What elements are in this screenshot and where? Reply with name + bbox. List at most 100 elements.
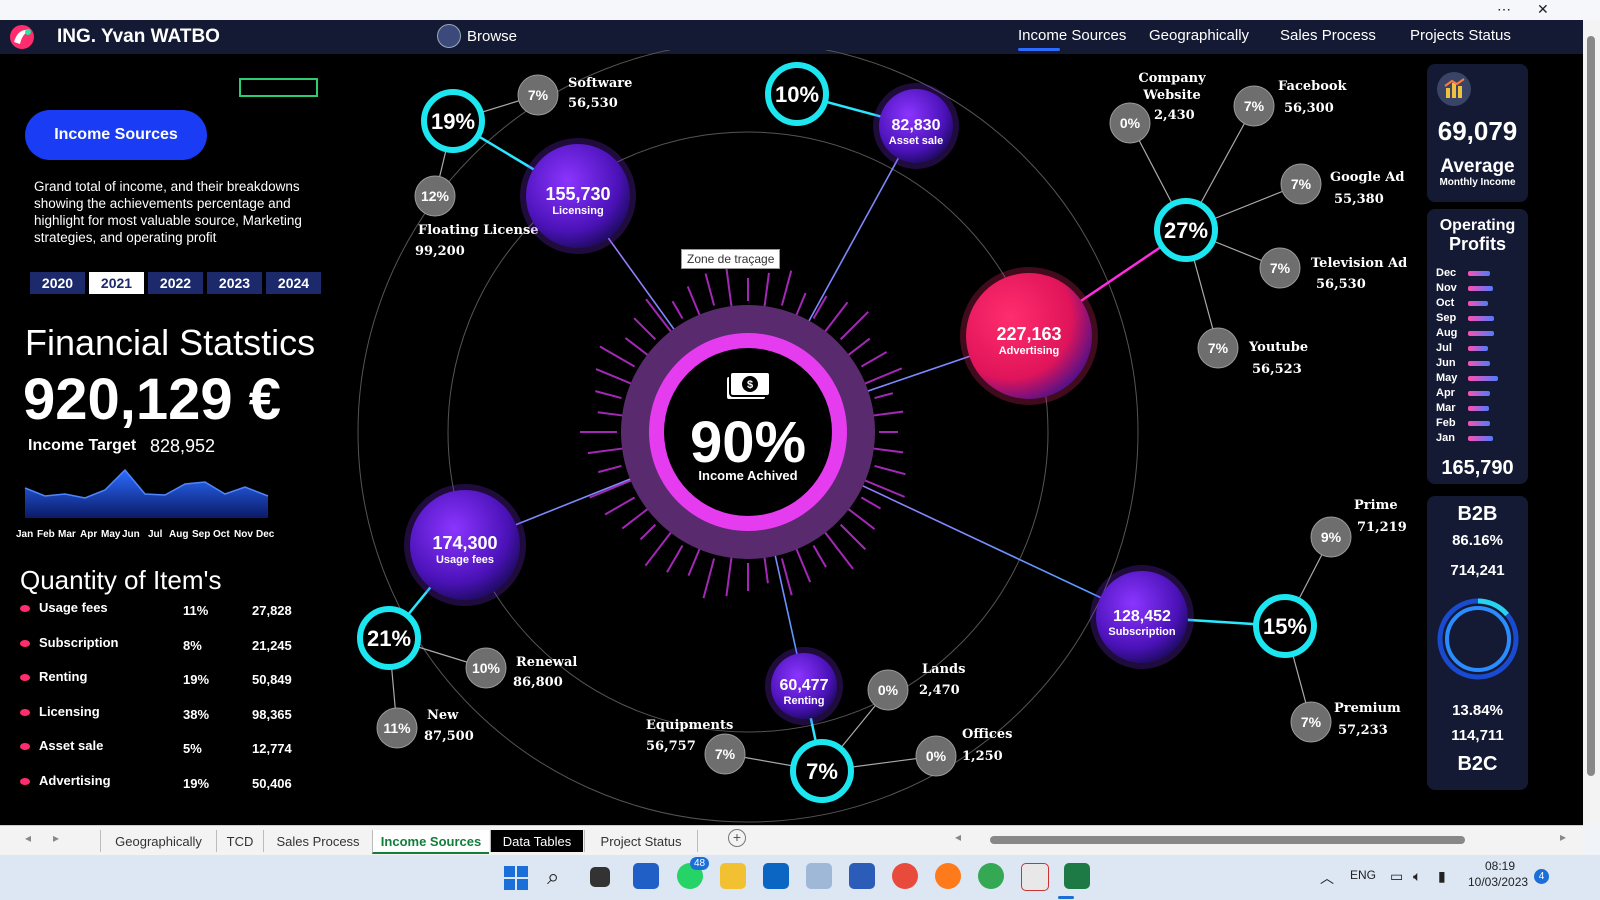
sub-node-value: 56,530 — [568, 96, 618, 111]
income-sources-button[interactable]: Income Sources — [25, 110, 207, 160]
year-2020[interactable]: 2020 — [30, 272, 85, 294]
hub-value: 227,163 — [996, 324, 1061, 344]
widgets-icon[interactable] — [633, 863, 659, 889]
center-tick — [644, 530, 673, 567]
nav-geographically[interactable]: Geographically — [1149, 27, 1250, 44]
hub-node — [526, 144, 630, 248]
sub-node-name: Offices — [962, 727, 1012, 742]
excel-icon[interactable] — [1064, 863, 1090, 889]
tab-tcd[interactable]: TCD — [216, 830, 263, 852]
center-tick — [587, 447, 625, 455]
year-2024[interactable]: 2024 — [266, 272, 321, 294]
tab-data-tables[interactable]: Data Tables — [490, 830, 583, 852]
sub-node-name: Website — [1142, 88, 1200, 103]
firefox-icon[interactable] — [935, 863, 961, 889]
tab-income-sources[interactable]: Income Sources — [372, 830, 489, 854]
browse-button[interactable]: Browse — [437, 24, 517, 48]
op-month-label: Sep — [1436, 312, 1457, 324]
year-2022[interactable]: 2022 — [148, 272, 203, 294]
hub-value: 60,477 — [780, 677, 829, 694]
sub-node-pct: 10% — [472, 660, 501, 676]
language-indicator[interactable]: ENG — [1350, 868, 1377, 882]
sparkline-months: Jan Feb Mar Apr May Jun Jul Aug Sep Oct Nov Dec — [16, 529, 286, 543]
notification-badge[interactable]: 4 — [1534, 869, 1549, 884]
sparkline-month: May — [101, 529, 121, 540]
center-tick — [871, 447, 904, 454]
sub-node-value: 56,530 — [1316, 277, 1366, 292]
quantity-title: Quantity of Item's — [20, 565, 222, 595]
nav-projects-status[interactable]: Projects Status — [1410, 27, 1511, 44]
horizontal-scroll-thumb[interactable] — [990, 836, 1465, 844]
quantity-item-pct: 19% — [183, 775, 210, 791]
tab-prev-icon[interactable]: ◂ — [25, 831, 32, 845]
sub-node-pct: 9% — [1321, 529, 1342, 545]
income-target-value: 828,952 — [150, 436, 216, 456]
chrome-icon[interactable] — [892, 863, 918, 889]
add-sheet-icon[interactable]: + — [728, 829, 746, 847]
network-icon[interactable]: ▭ — [1390, 868, 1404, 884]
clock-date[interactable]: 10/03/2023 — [1468, 875, 1529, 889]
hscroll-left-icon[interactable]: ◂ — [955, 830, 962, 844]
linkedin-icon[interactable] — [763, 863, 789, 889]
sparkline-month: Jun — [122, 529, 140, 540]
center-tick — [846, 507, 876, 530]
monthly-sparkline — [24, 468, 269, 518]
tab-geographically[interactable]: Geographically — [100, 830, 216, 852]
inner-orbit — [447, 131, 1049, 733]
center-tick — [780, 270, 793, 306]
task-view-icon[interactable] — [590, 867, 610, 887]
word-icon[interactable] — [849, 863, 875, 889]
op-month-label: Apr — [1436, 387, 1455, 399]
sub-node-name: Floating License — [418, 223, 539, 238]
percent-ring — [357, 606, 421, 670]
photos-icon[interactable] — [806, 863, 832, 889]
clock-time[interactable]: 08:19 — [1485, 859, 1516, 873]
sub-node — [704, 733, 746, 775]
quantity-item-name: Asset sale — [39, 738, 104, 753]
close-icon[interactable]: ✕ — [1537, 1, 1549, 17]
hub-value: 82,830 — [892, 117, 941, 134]
nav-sales-process[interactable]: Sales Process — [1280, 27, 1376, 44]
center-tick — [624, 337, 650, 357]
year-2023[interactable]: 2023 — [207, 272, 262, 294]
file-explorer-icon[interactable] — [720, 863, 746, 889]
chrome-profile-icon[interactable] — [978, 863, 1004, 889]
quantity-item-value: 12,774 — [252, 741, 292, 756]
percent-ring-value: 15% — [1263, 614, 1307, 639]
hub-value: 128,452 — [1113, 608, 1171, 625]
year-2021[interactable]: 2021 — [89, 272, 144, 294]
op-month-bar — [1468, 331, 1494, 336]
more-options-icon[interactable]: ⋯ — [1497, 1, 1511, 17]
volume-icon[interactable]: 🔈︎ — [1413, 868, 1422, 884]
selected-cell[interactable] — [239, 78, 318, 97]
center-tick — [633, 317, 657, 341]
sub-node-pct: 0% — [878, 682, 899, 698]
search-icon[interactable]: ⌕ — [547, 864, 560, 889]
sub-node-name: Renewal — [516, 655, 577, 670]
vertical-scrollbar[interactable] — [1583, 20, 1600, 825]
sub-node — [465, 647, 507, 689]
vertical-scroll-thumb[interactable] — [1587, 36, 1595, 776]
sub-node-value: 57,233 — [1338, 723, 1388, 738]
tab-next-icon[interactable]: ▸ — [53, 831, 60, 845]
battery-icon[interactable]: ▮ — [1438, 868, 1446, 884]
op-month-label: Nov — [1436, 282, 1457, 294]
sub-node — [1233, 85, 1275, 127]
quantity-item-value: 21,245 — [252, 637, 292, 653]
tray-chevron-icon[interactable]: ︿ — [1320, 870, 1334, 886]
hscroll-right-icon[interactable]: ▸ — [1560, 830, 1567, 844]
sub-node-value: 56,300 — [1284, 101, 1334, 116]
quantity-item: Usage fees 11% 27,828 — [20, 600, 310, 620]
tab-sales-process[interactable]: Sales Process — [263, 830, 372, 852]
b2c-pct: 13.84% — [1452, 702, 1503, 719]
op-month-bar — [1468, 301, 1488, 306]
snipping-tool-icon[interactable] — [1021, 863, 1049, 891]
center-tick — [763, 272, 770, 309]
center-tick — [839, 311, 869, 341]
windows-start-icon[interactable] — [504, 866, 528, 890]
avg-income-value: 69,079 — [1437, 116, 1518, 146]
tab-project-status[interactable]: Project Status — [584, 830, 698, 852]
center-tick — [687, 547, 702, 577]
quantity-item-pct: 5% — [183, 741, 202, 756]
nav-income-sources[interactable]: Income Sources — [1018, 27, 1127, 44]
